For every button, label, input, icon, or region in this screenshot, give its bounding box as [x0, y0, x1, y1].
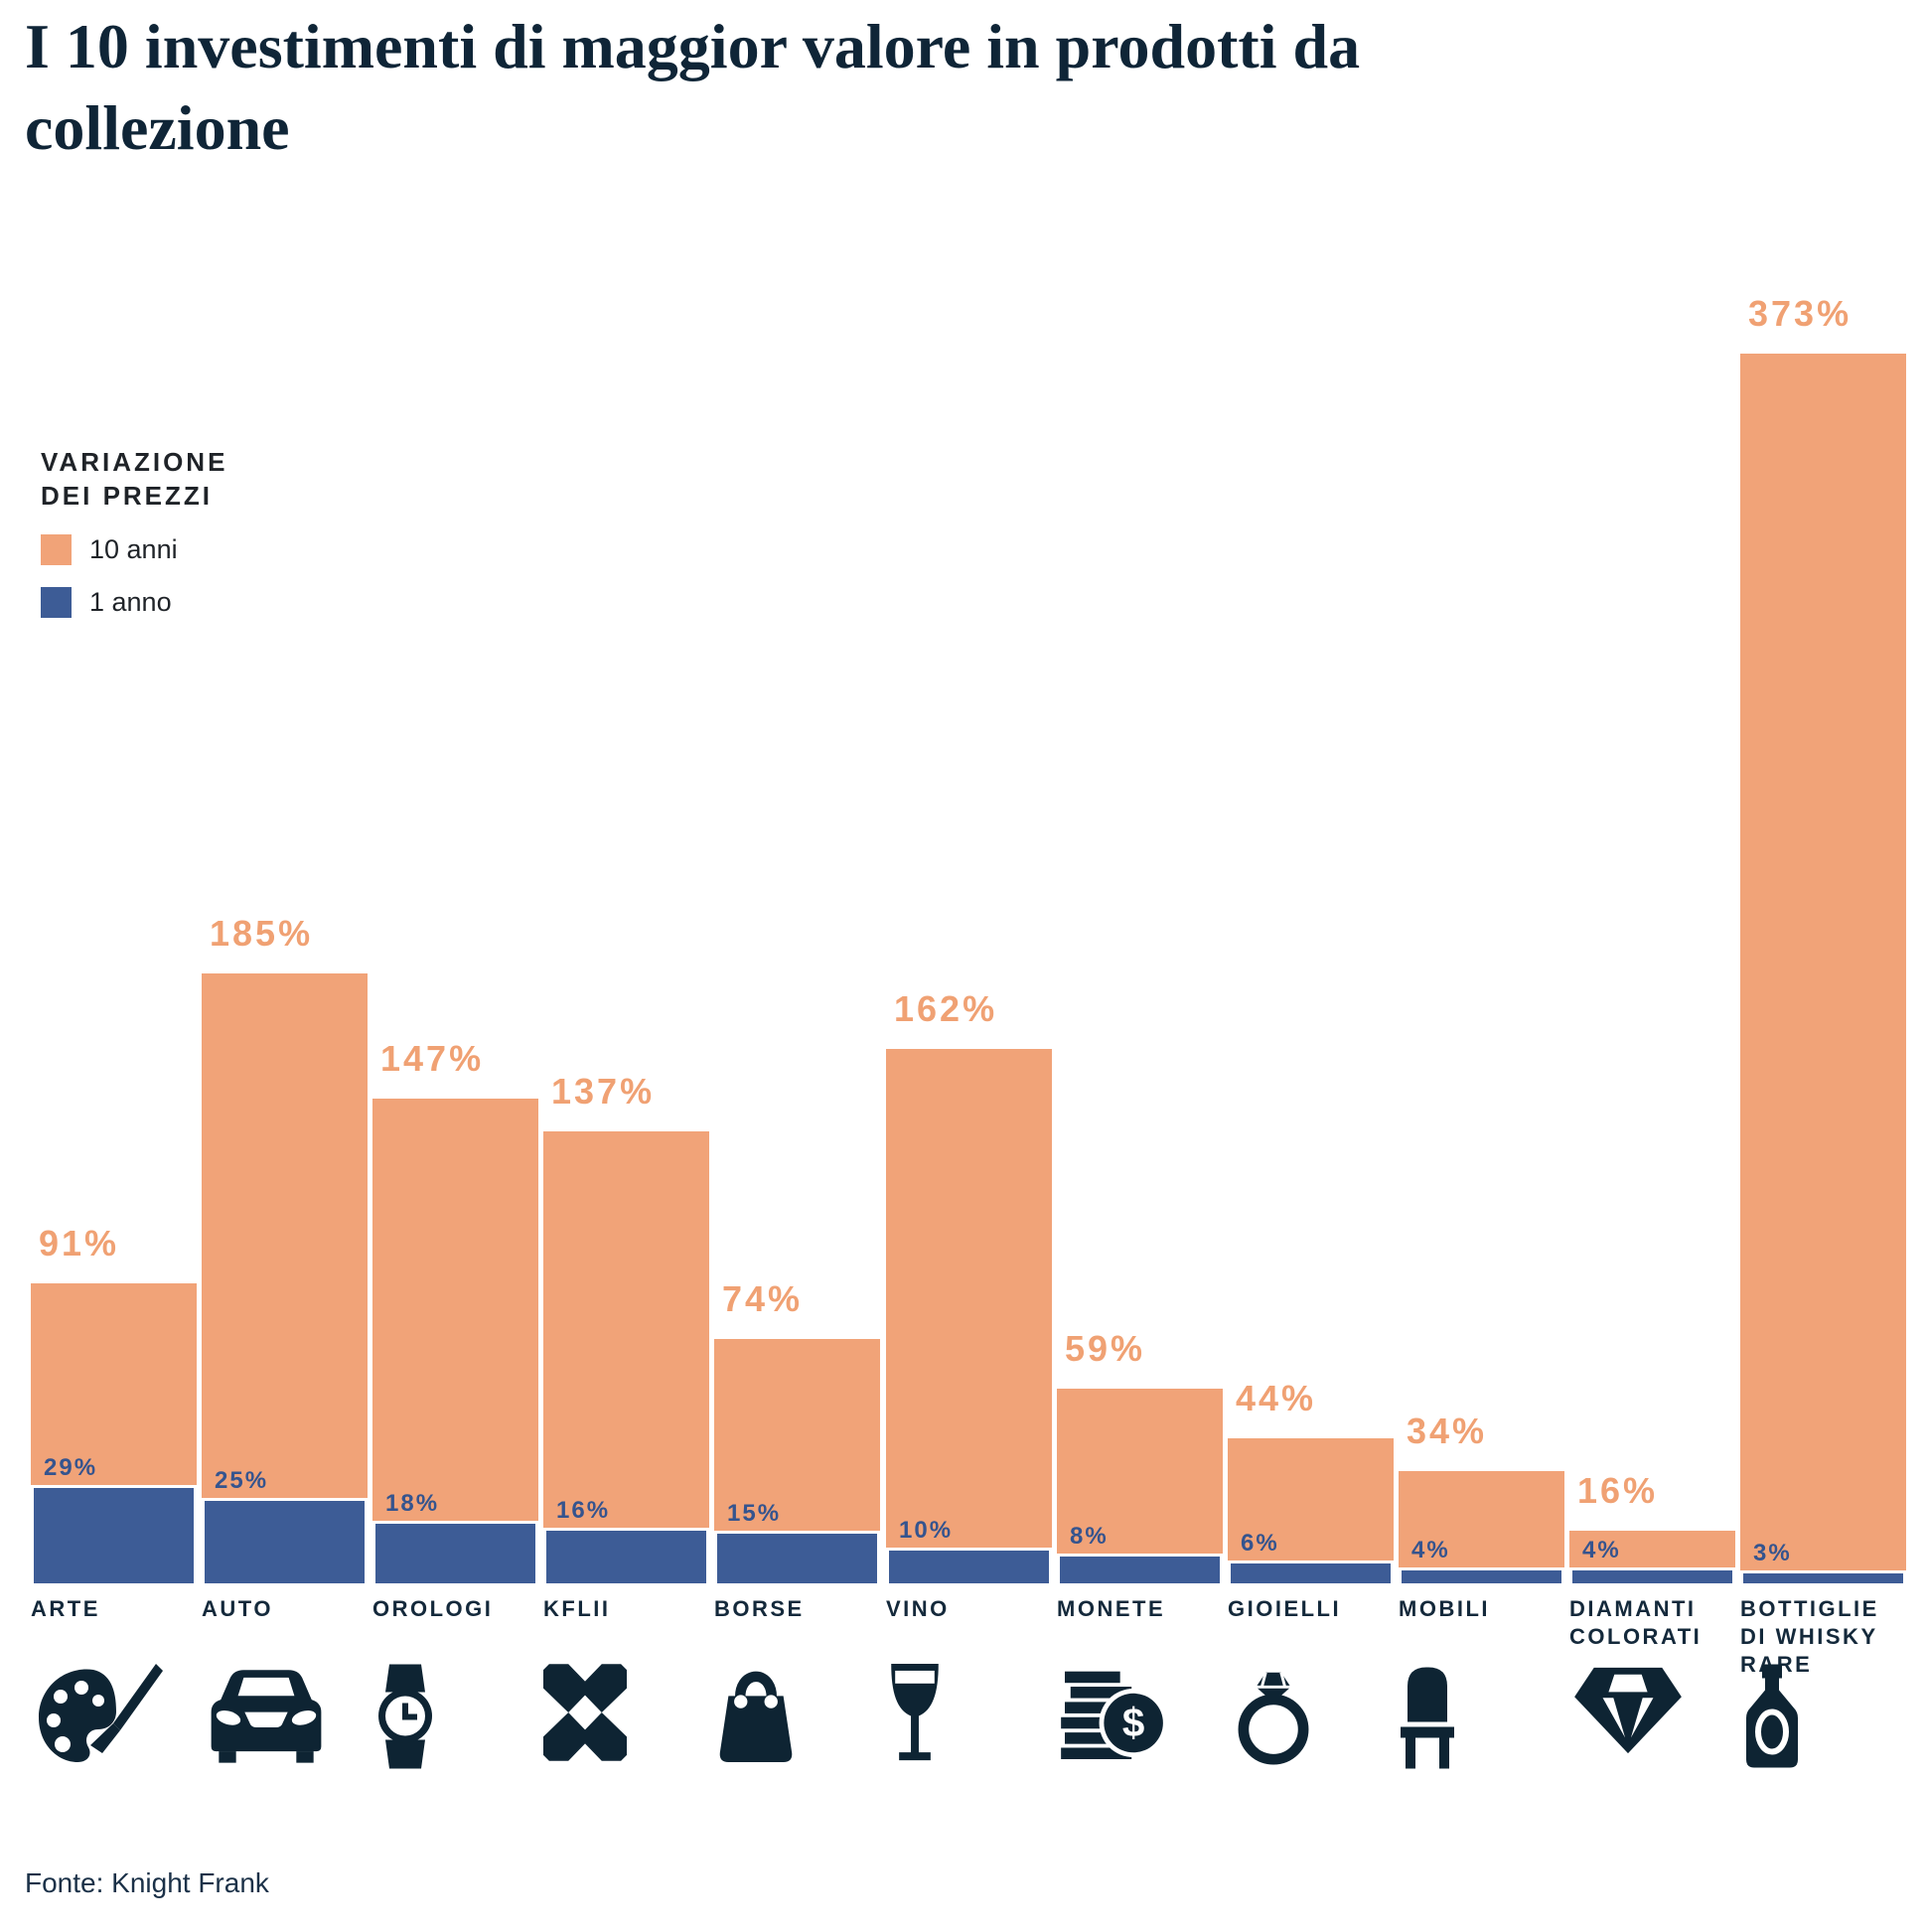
- bar-1-anno: [886, 1548, 1052, 1583]
- watch-icon: [372, 1664, 438, 1774]
- palette-icon: [31, 1664, 165, 1768]
- category-label: ARTE: [31, 1596, 100, 1621]
- bar-10-anni: [886, 1049, 1052, 1583]
- legend-item-1-anno: 1 anno: [41, 587, 227, 618]
- value-label-10-anni: 59%: [1065, 1328, 1146, 1369]
- bar-1-anno: [31, 1485, 197, 1583]
- value-label-10-anni: 147%: [380, 1038, 485, 1079]
- value-label-1-anno: 18%: [385, 1490, 440, 1517]
- bar-10-anni: [372, 1099, 538, 1583]
- value-label-10-anni: 74%: [722, 1278, 804, 1319]
- bar-1-anno: [1399, 1567, 1564, 1583]
- car-icon: [202, 1664, 331, 1770]
- value-label-1-anno: 4%: [1411, 1537, 1450, 1563]
- bar-1-anno: [1057, 1554, 1223, 1583]
- legend-swatch-10-anni: [41, 534, 72, 565]
- category-label: MONETE: [1057, 1596, 1166, 1621]
- bar-10-anni: [202, 973, 368, 1583]
- value-label-10-anni: 44%: [1236, 1378, 1317, 1418]
- svg-text:$: $: [1122, 1700, 1144, 1745]
- value-label-10-anni: 162%: [894, 988, 998, 1029]
- legend: VARIAZIONE DEI PREZZI 10 anni 1 anno: [41, 445, 227, 618]
- bar-10-anni: [543, 1131, 709, 1583]
- legend-swatch-1-anno: [41, 587, 72, 618]
- value-label-1-anno: 25%: [215, 1467, 269, 1494]
- ring-icon: [1228, 1664, 1319, 1770]
- bar-10-anni: [1228, 1438, 1394, 1583]
- wine-glass-icon: [886, 1664, 944, 1772]
- value-label-10-anni: 185%: [210, 913, 314, 954]
- category-label: VINO: [886, 1596, 950, 1621]
- diamond-icon: [1569, 1664, 1687, 1762]
- category-label: BORSE: [714, 1596, 805, 1621]
- category-label: OROLOGI: [372, 1596, 494, 1621]
- value-label-1-anno: 16%: [556, 1497, 611, 1524]
- bar-1-anno: [1569, 1567, 1735, 1583]
- legend-title: VARIAZIONE DEI PREZZI: [41, 445, 227, 513]
- value-label-1-anno: 29%: [44, 1454, 98, 1481]
- whisky-bottle-icon: [1740, 1664, 1804, 1774]
- value-label-1-anno: 10%: [899, 1517, 954, 1544]
- value-label-10-anni: 373%: [1748, 293, 1853, 334]
- category-label: MOBILI: [1399, 1596, 1490, 1621]
- value-label-1-anno: 6%: [1241, 1530, 1279, 1557]
- bar-10-anni: [1740, 354, 1906, 1583]
- bar-1-anno: [372, 1521, 538, 1583]
- bar-10-anni: [1057, 1389, 1223, 1583]
- category-label: AUTO: [202, 1596, 273, 1621]
- value-label-1-anno: 8%: [1070, 1523, 1109, 1550]
- chair-icon: [1399, 1664, 1456, 1774]
- value-label-1-anno: 4%: [1582, 1537, 1621, 1563]
- bar-1-anno: [1228, 1560, 1394, 1583]
- handbag-icon: [714, 1664, 798, 1768]
- legend-label-1-anno: 1 anno: [89, 587, 172, 617]
- legend-title-line1: VARIAZIONE: [41, 447, 228, 477]
- value-label-10-anni: 16%: [1577, 1470, 1659, 1511]
- bar-1-anno: [202, 1498, 368, 1583]
- category-label: DIAMANTI COLORATI: [1569, 1596, 1703, 1649]
- source-note: Fonte: Knight Frank: [25, 1867, 269, 1898]
- legend-label-10-anni: 10 anni: [89, 534, 178, 564]
- category-label: KFLII: [543, 1596, 611, 1621]
- kflii-icon: [543, 1664, 627, 1766]
- value-label-10-anni: 137%: [551, 1071, 656, 1112]
- legend-title-line2: DEI PREZZI: [41, 481, 214, 511]
- value-label-1-anno: 15%: [727, 1500, 782, 1527]
- bar-1-anno: [714, 1531, 880, 1583]
- value-label-1-anno: 3%: [1753, 1540, 1792, 1566]
- page-title: I 10 investimenti di maggior valore in p…: [25, 11, 1361, 163]
- value-label-10-anni: 34%: [1407, 1411, 1488, 1451]
- category-label: GIOIELLI: [1228, 1596, 1342, 1621]
- coins-icon: $: [1057, 1664, 1168, 1764]
- bar-10-anni: [1399, 1471, 1564, 1583]
- bar-1-anno: [543, 1528, 709, 1583]
- bar-1-anno: [1740, 1570, 1906, 1583]
- value-label-10-anni: 91%: [39, 1223, 120, 1263]
- legend-item-10-anni: 10 anni: [41, 534, 227, 565]
